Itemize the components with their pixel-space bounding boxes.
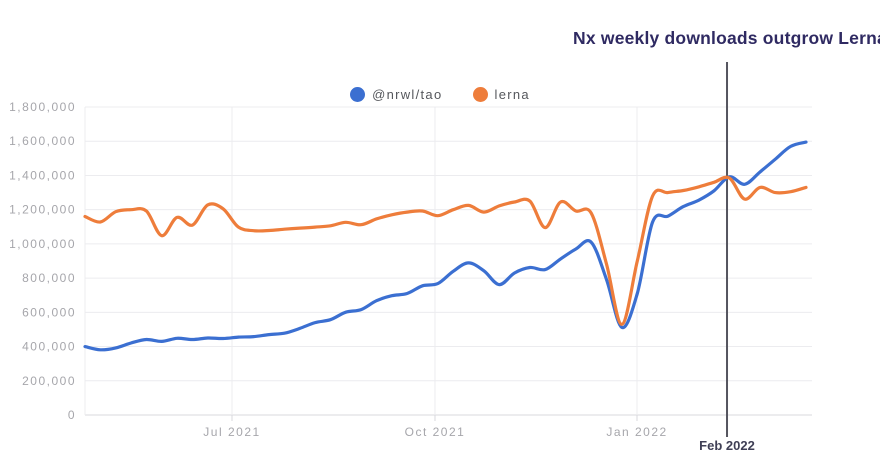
legend-label-lerna: lerna	[494, 87, 530, 102]
annotation-label: Feb 2022	[699, 438, 755, 453]
legend: @nrwl/tao lerna	[0, 87, 880, 102]
x-axis-label: Jan 2022	[606, 425, 667, 439]
y-axis-label: 400,000	[22, 340, 76, 354]
legend-item-nrwl-tao[interactable]: @nrwl/tao	[350, 87, 442, 102]
legend-label-nrwl-tao: @nrwl/tao	[372, 87, 443, 102]
y-axis-label: 600,000	[22, 305, 76, 319]
y-axis-label: 1,800,000	[9, 100, 76, 114]
x-axis-label: Jul 2021	[203, 425, 260, 439]
y-axis-label: 800,000	[22, 271, 76, 285]
series-line-lerna[interactable]	[83, 175, 808, 326]
y-axis-label: 200,000	[22, 374, 76, 388]
x-axis-label: Oct 2021	[405, 425, 466, 439]
series-color-dot-orange	[472, 87, 488, 102]
y-axis-label: 1,600,000	[9, 134, 76, 148]
y-axis-label: 1,400,000	[9, 168, 76, 182]
y-axis-label: 0	[68, 408, 76, 422]
chart-title: Nx weekly downloads outgrow Lerna	[573, 28, 880, 48]
legend-item-lerna[interactable]: lerna	[472, 87, 530, 102]
series-line-nrwl-tao[interactable]	[83, 140, 808, 352]
series-color-dot-blue	[350, 87, 366, 102]
y-axis-label: 1,200,000	[9, 203, 76, 217]
y-axis-label: 1,000,000	[9, 237, 76, 251]
